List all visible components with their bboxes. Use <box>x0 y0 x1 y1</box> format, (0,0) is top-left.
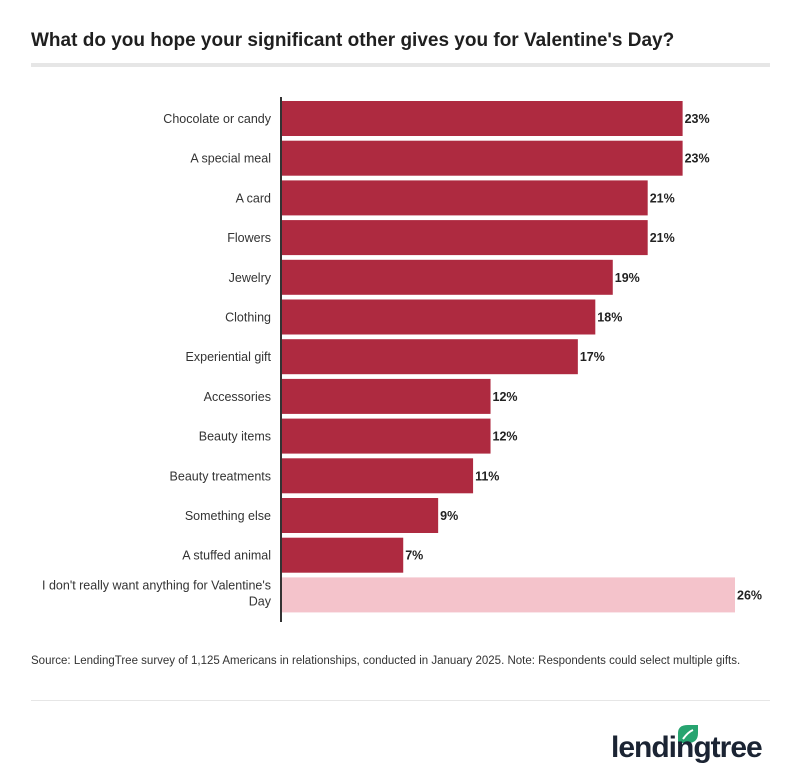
footer-divider <box>31 700 770 701</box>
title-divider <box>31 63 770 67</box>
data-label: 21% <box>650 231 675 245</box>
data-label: 21% <box>650 191 675 205</box>
data-label: 7% <box>405 549 423 563</box>
data-label: 26% <box>737 588 762 602</box>
bar <box>281 180 648 216</box>
category-label: I don't really want anything for Valenti… <box>42 578 271 592</box>
category-label: A stuffed animal <box>182 549 271 563</box>
category-label: Beauty treatments <box>170 469 271 483</box>
bar <box>281 140 683 176</box>
data-label: 12% <box>493 390 518 404</box>
data-label: 9% <box>440 509 458 523</box>
data-label: 18% <box>597 311 622 325</box>
logo-text: lendingtree <box>611 731 763 764</box>
category-label: Chocolate or candy <box>163 112 271 126</box>
bar-chart: 23% Chocolate or candy 23% A special meal 21… <box>42 97 762 622</box>
data-label: 17% <box>580 350 605 364</box>
category-label: Day <box>249 594 272 608</box>
bar <box>281 378 491 414</box>
category-label: Something else <box>185 509 271 523</box>
category-label: A special meal <box>190 152 271 166</box>
data-label: 11% <box>475 469 499 483</box>
data-label: 23% <box>685 152 710 166</box>
bar <box>281 498 439 533</box>
category-label: Accessories <box>204 390 271 404</box>
category-label: Jewelry <box>229 271 272 285</box>
bar <box>281 339 578 375</box>
bar <box>281 418 491 454</box>
data-label: 12% <box>493 430 518 444</box>
bar <box>281 577 735 613</box>
category-label: Experiential gift <box>186 350 272 364</box>
category-label: A card <box>236 191 271 205</box>
category-label: Clothing <box>225 311 271 325</box>
source-note: Source: LendingTree survey of 1,125 Amer… <box>31 655 741 667</box>
bar <box>281 458 474 494</box>
leaf-icon <box>678 725 698 743</box>
bar <box>281 299 596 335</box>
data-label: 23% <box>685 112 710 126</box>
lendingtree-logo: lendingtree <box>611 723 771 768</box>
data-label: 19% <box>615 271 640 285</box>
category-label: Beauty items <box>199 430 271 444</box>
chart-title: What do you hope your significant other … <box>31 30 675 51</box>
bar <box>281 259 613 295</box>
bar <box>281 537 404 573</box>
category-label: Flowers <box>227 231 271 245</box>
bar <box>281 220 648 256</box>
bar <box>281 101 683 136</box>
